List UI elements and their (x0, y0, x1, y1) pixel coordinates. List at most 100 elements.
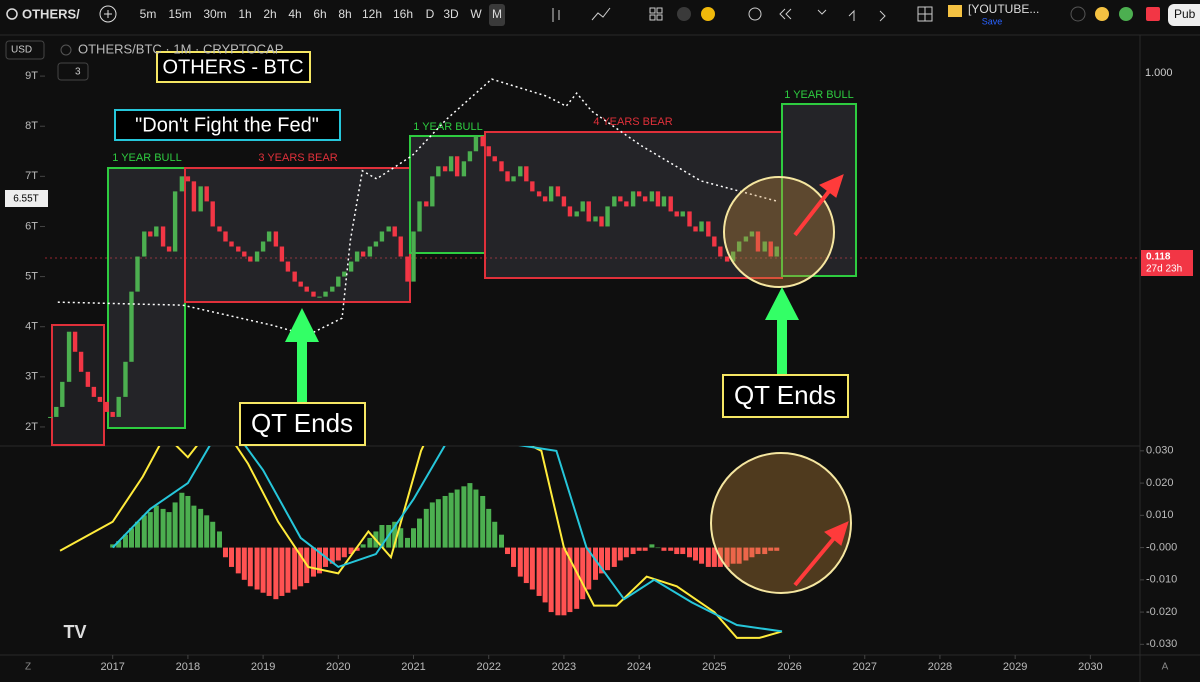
histogram-bar (561, 547, 567, 616)
publish-label[interactable]: Pub (1174, 7, 1196, 21)
icon[interactable] (677, 7, 691, 21)
interval[interactable]: 30m (203, 7, 226, 21)
histogram-bar (755, 547, 761, 555)
candle (736, 241, 742, 252)
candle (236, 246, 241, 252)
candle (580, 201, 585, 212)
icon[interactable] (1070, 6, 1086, 22)
symbol[interactable]: OTHERS/ (22, 6, 80, 21)
interval[interactable]: 12h (362, 7, 382, 21)
callout-box (722, 374, 849, 418)
histogram-bar (580, 547, 586, 600)
interval[interactable]: M (492, 7, 502, 21)
histogram-bar (417, 518, 423, 548)
histogram-bar (285, 547, 291, 593)
interval[interactable]: 8h (338, 7, 351, 21)
histogram-bar (762, 547, 768, 555)
candle (185, 176, 191, 182)
x-tick-label: 2022 (476, 661, 500, 673)
candle (91, 386, 97, 397)
histogram-bar (222, 547, 229, 558)
candle (743, 236, 749, 242)
interval[interactable]: 16h (393, 7, 413, 21)
y-tick-label: 8T (25, 120, 38, 132)
candle (60, 381, 65, 407)
histogram-bar (605, 547, 611, 571)
save-label[interactable]: Save (982, 16, 1003, 26)
candle (467, 151, 473, 162)
histogram-bar (292, 547, 298, 590)
candle (242, 251, 247, 257)
histogram-bar (166, 512, 172, 548)
x-tick-label: 2030 (1078, 661, 1102, 673)
histogram-bar (329, 547, 335, 564)
candle (191, 181, 197, 212)
callout: QT Ends (734, 380, 836, 410)
candle (336, 276, 341, 287)
histogram-bar (536, 547, 542, 596)
headline: OTHERS - BTC (162, 56, 303, 78)
countdown: 27d 23h (1146, 264, 1182, 275)
interval[interactable]: 15m (168, 7, 191, 21)
icon[interactable] (1095, 7, 1109, 21)
interval[interactable]: D (426, 7, 435, 21)
icon[interactable] (701, 7, 715, 21)
histogram-bar (687, 547, 693, 558)
candle (179, 176, 185, 192)
currency-box[interactable] (5, 40, 45, 60)
histogram-bar (724, 547, 730, 567)
annotation: 4 YEARS BEAR (593, 116, 672, 128)
toolbar-icons (552, 6, 933, 22)
histogram-bar (354, 547, 360, 551)
corner-label[interactable]: A (1162, 662, 1169, 673)
candle (655, 191, 661, 207)
x-tick-label: 2025 (702, 661, 726, 673)
indicator-toggle[interactable] (57, 62, 89, 81)
indicator-count[interactable]: 3 (75, 67, 81, 78)
histogram-bar (555, 547, 561, 616)
icon[interactable] (1146, 7, 1160, 21)
candle (398, 236, 403, 257)
histogram-bar (498, 534, 505, 548)
candle (317, 296, 322, 298)
histogram-bar (448, 492, 454, 548)
histogram-bar (435, 499, 441, 548)
histogram-bar (160, 508, 166, 548)
interval[interactable]: W (470, 7, 482, 21)
y-tick-label: 7T (25, 170, 38, 182)
histogram-bar (341, 547, 347, 558)
y-tick-label: 3T (25, 371, 38, 383)
interval[interactable]: 4h (288, 7, 301, 21)
candle (454, 156, 460, 177)
y-tick-label: 6T (25, 220, 38, 232)
interval[interactable]: 2h (263, 7, 276, 21)
candle (430, 176, 435, 207)
histogram-bar (316, 547, 323, 574)
candle (680, 211, 685, 217)
x-tick-label: 2021 (401, 661, 425, 673)
layout-icon (948, 5, 962, 17)
up-arrows (285, 287, 799, 405)
interval[interactable]: 5m (140, 7, 157, 21)
corner-label[interactable]: Z (25, 662, 31, 673)
annotation: 1 YEAR BULL (112, 152, 182, 164)
search-icon[interactable] (6, 8, 18, 20)
y-tick-label: -0.000 (1146, 541, 1177, 553)
publish-button[interactable] (1168, 4, 1200, 26)
x-tick-label: 2028 (928, 661, 952, 673)
interval[interactable]: 6h (313, 7, 326, 21)
candle (116, 396, 121, 417)
icon[interactable] (1119, 7, 1133, 21)
add-symbol[interactable] (99, 5, 117, 23)
candle (311, 291, 316, 297)
candle (480, 136, 485, 147)
histogram-bar (668, 547, 674, 551)
candle (54, 406, 59, 417)
layout-name[interactable]: [YOUTUBE... (968, 2, 1039, 16)
x-tick-label: 2020 (326, 661, 350, 673)
interval[interactable]: 1h (238, 7, 251, 21)
candle (693, 226, 698, 232)
interval[interactable]: 3D (443, 7, 459, 21)
currency[interactable]: USD (11, 45, 32, 56)
